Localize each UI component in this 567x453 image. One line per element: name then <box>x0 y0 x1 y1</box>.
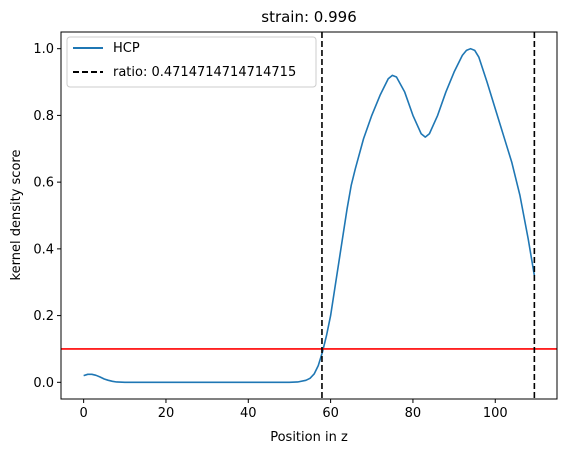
plot-frame <box>60 31 558 400</box>
y-axis-ticks: 0.0 0.2 0.4 0.6 0.8 1.0 <box>33 42 61 391</box>
y-tick-label: 0.0 <box>33 376 54 391</box>
x-tick-label: 20 <box>158 406 175 421</box>
y-axis-label: kernel density score <box>9 150 24 281</box>
y-tick-label: 0.2 <box>33 309 54 324</box>
legend-label-hcp: HCP <box>113 41 140 56</box>
legend: HCP ratio: 0.4714714714714715 <box>66 36 317 88</box>
x-axis-label: Position in z <box>270 430 348 445</box>
x-axis-ticks: 0 20 40 60 80 100 <box>79 399 508 421</box>
y-tick-label: 0.8 <box>33 109 54 124</box>
y-tick-label: 0.4 <box>33 242 54 257</box>
x-tick-label: 60 <box>322 406 339 421</box>
x-tick-label: 40 <box>240 406 257 421</box>
series-line-hcp <box>83 47 536 384</box>
x-tick-label: 100 <box>483 406 508 421</box>
plot-marks <box>61 32 557 399</box>
y-tick-label: 0.6 <box>33 176 54 191</box>
legend-label-ratio: ratio: 0.4714714714714715 <box>113 65 296 80</box>
x-tick-label: 80 <box>405 406 422 421</box>
legend-box <box>66 36 317 88</box>
chart-title: strain: 0.996 <box>261 8 357 26</box>
x-tick-label: 0 <box>79 406 87 421</box>
y-tick-label: 1.0 <box>33 42 54 57</box>
